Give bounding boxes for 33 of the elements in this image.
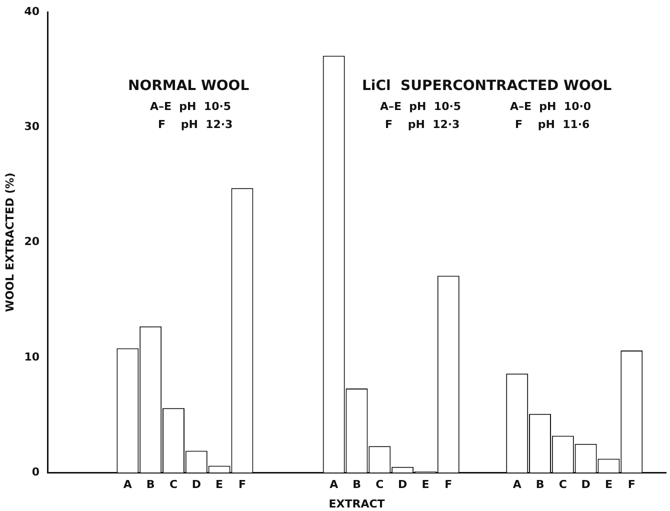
y-axis-title: WOOL EXTRACTED (%): [3, 172, 16, 312]
annotation: A–E pH 10·5: [380, 100, 462, 113]
x-tick-label: A: [512, 478, 522, 492]
x-tick-label: B: [146, 478, 155, 492]
x-tick-label: E: [216, 478, 224, 492]
x-axis-title: EXTRACT: [328, 497, 386, 510]
x-tick-label: F: [628, 478, 636, 492]
x-tick-label: A: [123, 478, 132, 492]
x-tick-label: A: [330, 478, 339, 492]
annotation: A–E pH 10·0: [510, 100, 592, 113]
annotation: LiCl SUPERCONTRACTED WOOL: [362, 78, 612, 94]
annotation: F pH 12·3: [385, 118, 460, 131]
y-tick-label: 0: [32, 465, 40, 478]
x-tick-label: F: [444, 478, 452, 492]
x-tick-label: E: [422, 478, 430, 492]
y-tick-label: 30: [24, 120, 40, 134]
x-tick-label: F: [238, 478, 246, 492]
y-tick-label: 20: [24, 235, 40, 248]
annotation: NORMAL WOOL: [128, 78, 250, 94]
x-tick-label: E: [604, 478, 612, 492]
x-tick-label: C: [169, 478, 178, 492]
x-tick-label: D: [192, 478, 201, 492]
x-tick-label: D: [398, 478, 408, 492]
x-tick-label: B: [352, 478, 361, 492]
annotation: F pH 12·3: [158, 118, 233, 131]
x-tick-label: C: [376, 478, 384, 492]
x-tick-label: D: [581, 478, 590, 492]
y-tick-label: 10: [24, 350, 40, 364]
annotation: A–E pH 10·5: [150, 100, 232, 113]
y-tick-label: 40: [24, 4, 40, 18]
x-tick-label: B: [536, 478, 544, 492]
annotation: F pH 11·6: [515, 118, 590, 131]
x-tick-label: C: [558, 478, 567, 492]
